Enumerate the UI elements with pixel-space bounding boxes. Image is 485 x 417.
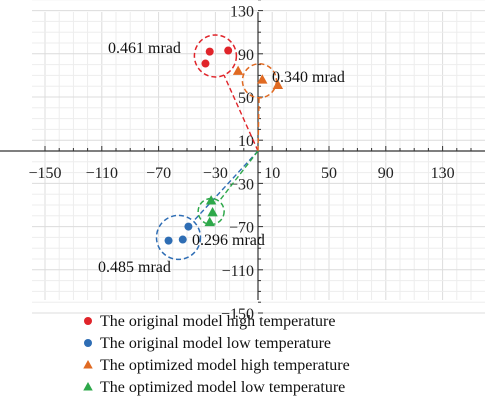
x-tick-label: −30 — [203, 165, 228, 182]
legend-label: The optimized model low temperature — [100, 379, 345, 396]
legend-marker — [84, 339, 92, 347]
x-tick-label: 130 — [431, 165, 455, 182]
data-point — [205, 195, 217, 205]
x-tick-label: −110 — [86, 165, 118, 182]
axes — [0, 0, 485, 314]
y-tick-label: −110 — [222, 263, 254, 280]
y-tick-label: 130 — [230, 4, 254, 21]
data-point — [201, 59, 210, 68]
connector-line — [257, 97, 260, 152]
legend-marker — [84, 317, 92, 325]
radius-annotation: 0.340 mrad — [272, 69, 345, 86]
data-points — [164, 46, 284, 245]
data-point — [257, 74, 268, 84]
data-point — [232, 65, 244, 75]
data-point — [207, 207, 218, 217]
data-point — [224, 46, 233, 55]
legend-label: The original model high temperature — [100, 313, 335, 330]
connector-line — [223, 74, 259, 152]
y-tick-label: 90 — [238, 47, 254, 64]
x-tick-label: −70 — [146, 165, 171, 182]
cluster-circle — [193, 34, 238, 78]
cluster-circle — [155, 214, 202, 261]
radius-annotation: 0.461 mrad — [108, 40, 181, 57]
y-tick-label: 50 — [238, 90, 254, 107]
radius-annotations: 0.461 mrad 0.340 mrad 0.296 mrad 0.485 mrad — [98, 40, 345, 276]
data-point — [184, 222, 193, 231]
legend-label: The original model low temperature — [100, 335, 331, 352]
x-tick-label: 90 — [378, 165, 394, 182]
y-tick-label: −150 — [221, 306, 254, 323]
x-tick-label: 50 — [321, 165, 337, 182]
y-tick-label: 10 — [238, 133, 254, 150]
y-tick-label: −70 — [229, 220, 254, 237]
x-tick-label: 10 — [264, 165, 280, 182]
data-point — [204, 216, 215, 227]
y-tick-label: −30 — [229, 176, 254, 193]
legend-marker — [83, 382, 93, 391]
cluster-circle — [241, 63, 278, 99]
data-point — [205, 47, 214, 56]
connector-lines — [192, 74, 260, 222]
data-point — [178, 235, 187, 244]
x-tick-label: −150 — [28, 165, 61, 182]
legend: The original model high temperature The o… — [83, 313, 350, 396]
tick-labels: −150 −110 −70 −30 10 50 90 130 −150 −110 −70 −30 10 5… — [28, 4, 454, 323]
data-point — [272, 79, 284, 89]
legend-label: The optimized model high temperature — [100, 357, 350, 374]
data-point — [164, 236, 173, 245]
legend-marker — [83, 360, 93, 369]
connector-line — [218, 150, 259, 202]
radius-annotation: 0.296 mrad — [192, 232, 265, 249]
radius-annotation: 0.485 mrad — [98, 259, 171, 276]
